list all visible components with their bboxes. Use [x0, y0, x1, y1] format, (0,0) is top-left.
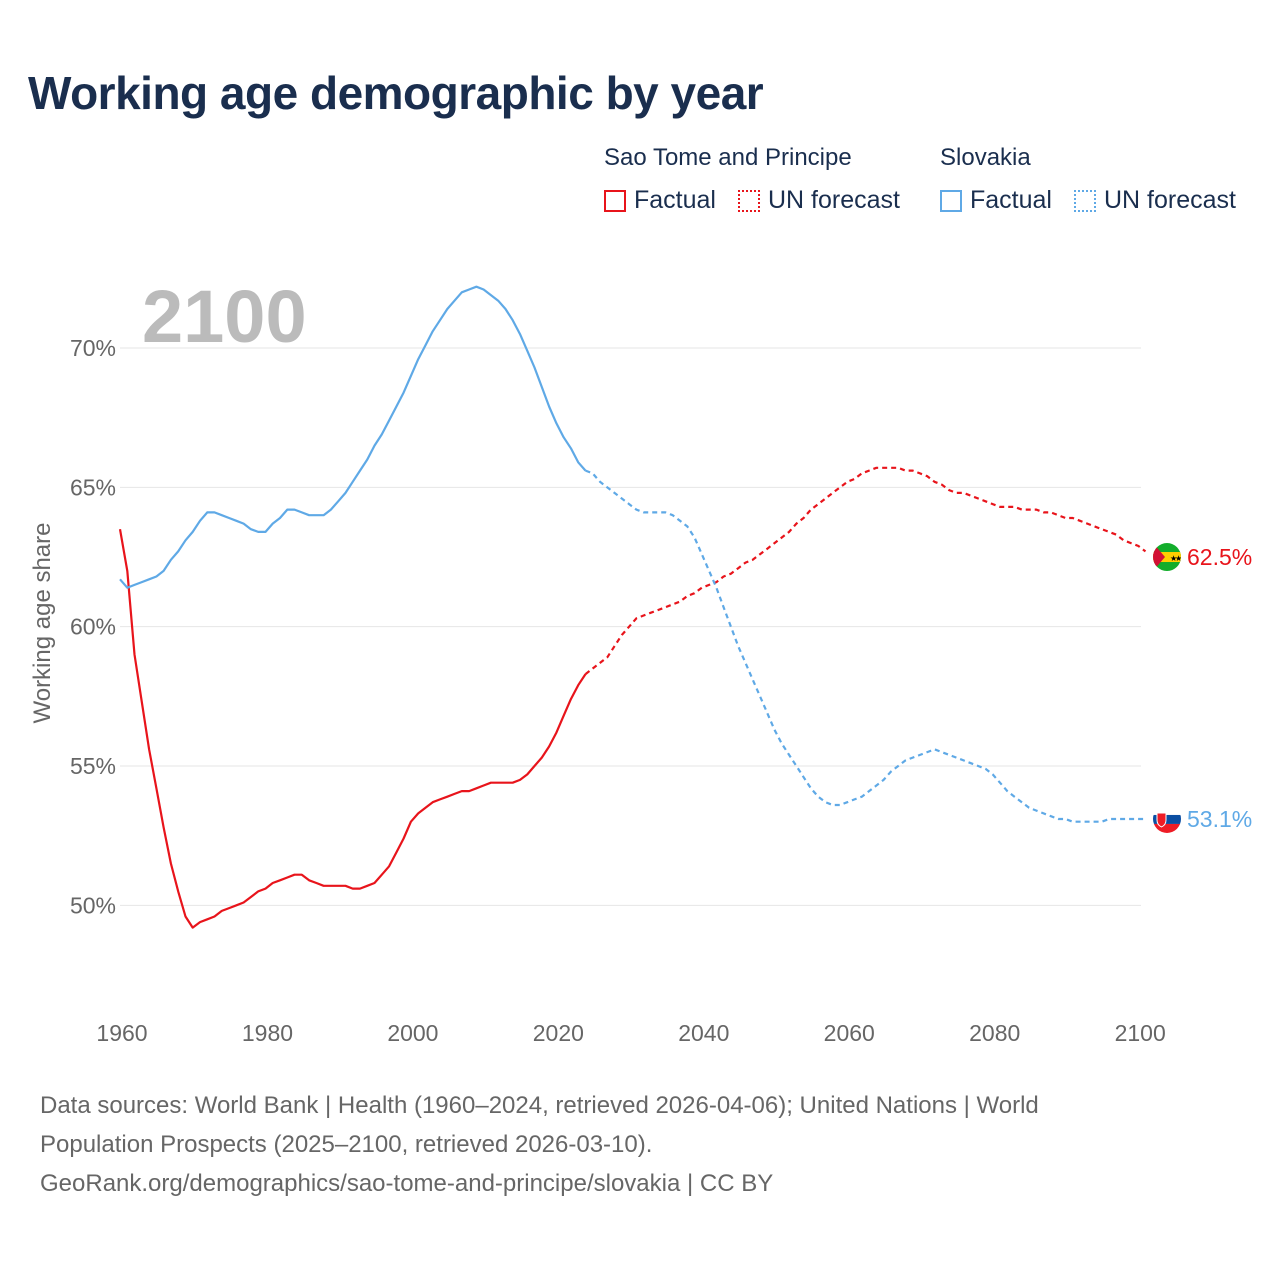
legend-label: UN forecast — [1104, 186, 1236, 214]
legend-item-sao-tome-factual[interactable]: Factual — [604, 186, 716, 215]
legend-label: Factual — [634, 186, 716, 214]
legend-swatch-solid — [940, 189, 962, 212]
y-tick-label: 70% — [70, 335, 116, 361]
y-tick-label: 65% — [70, 474, 116, 500]
legend-item-sao-tome-forecast[interactable]: UN forecast — [738, 186, 900, 215]
x-tick-label: 2020 — [533, 1020, 584, 1046]
year-label: 2100 — [142, 275, 307, 358]
legend-label: UN forecast — [768, 186, 900, 214]
source-link[interactable]: GeoRank.org/demographics/sao-tome-and-pr… — [40, 1170, 774, 1197]
chart-title: Working age demographic by year — [28, 67, 764, 119]
end-label-slovakia: 53.1% — [1187, 806, 1252, 832]
source-line-1: Data sources: World Bank | Health (1960–… — [40, 1092, 1039, 1119]
x-tick-label: 2060 — [824, 1020, 875, 1046]
legend-item-slovakia-forecast[interactable]: UN forecast — [1074, 186, 1236, 215]
y-axis-ticks: 50% 55% 60% 65% 70% — [70, 335, 116, 918]
series-line-sao-tome-factual — [118, 529, 587, 929]
series-line-slovakia-forecast — [585, 469, 1146, 823]
legend-swatch-dotted — [738, 189, 760, 212]
source-note: Data sources: World Bank | Health (1960–… — [40, 1086, 1160, 1203]
x-tick-label: 2100 — [1115, 1020, 1166, 1046]
slovakia-flag-icon — [1153, 804, 1181, 833]
series-lines — [118, 285, 1147, 929]
x-tick-label: 1960 — [96, 1020, 147, 1046]
y-tick-label: 60% — [70, 614, 116, 640]
x-tick-label: 1980 — [242, 1020, 293, 1046]
legend-item-slovakia-factual[interactable]: Factual — [940, 186, 1052, 215]
legend-group-title-sao-tome: Sao Tome and Principe — [604, 144, 852, 171]
svg-text:★: ★ — [1175, 554, 1182, 563]
svg-text:★: ★ — [1170, 554, 1177, 563]
end-markers: ★ ★ 62.5% 53.1% — [1153, 543, 1252, 833]
end-label-sao-tome: 62.5% — [1187, 544, 1252, 570]
legend-group-title-slovakia: Slovakia — [940, 144, 1031, 171]
x-tick-label: 2000 — [387, 1020, 438, 1046]
legend-swatch-solid — [604, 189, 626, 212]
y-axis-title: Working age share — [29, 523, 56, 724]
line-chart: 2100 50% 55% 60% 65% 70% 1960 1980 2000 2020 204… — [29, 275, 1252, 1046]
legend-label: Factual — [970, 186, 1052, 214]
series-line-sao-tome-forecast — [584, 466, 1147, 675]
y-tick-label: 50% — [70, 892, 116, 918]
x-axis-ticks: 1960 1980 2000 2020 2040 2060 2080 2100 — [96, 1020, 1165, 1046]
source-line-2: Population Prospects (2025–2100, retriev… — [40, 1131, 653, 1158]
series-line-slovakia-factual — [119, 285, 587, 589]
x-tick-label: 2080 — [969, 1020, 1020, 1046]
legend-swatch-dotted — [1074, 189, 1096, 212]
sao-tome-flag-icon: ★ ★ — [1153, 543, 1182, 572]
y-tick-label: 55% — [70, 753, 116, 779]
x-tick-label: 2040 — [678, 1020, 729, 1046]
